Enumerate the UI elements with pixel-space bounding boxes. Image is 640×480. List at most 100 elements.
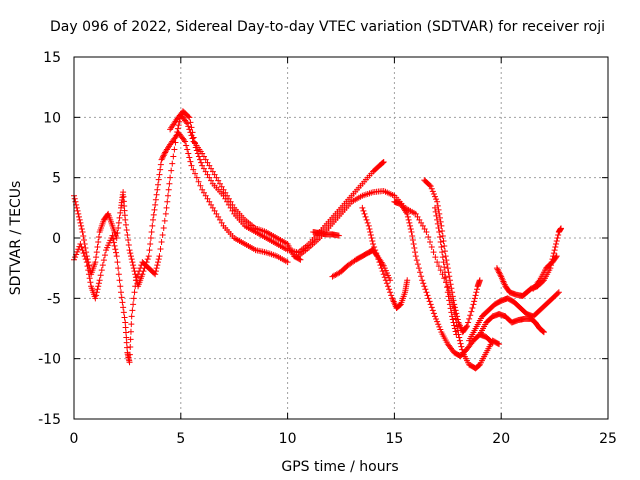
series-track-i [421,177,483,336]
data-point [440,259,447,266]
data-point [496,341,503,348]
data-point [456,334,463,341]
data-point [182,138,189,145]
data-point [147,241,154,248]
data-point [156,171,163,178]
data-point [130,265,137,272]
data-point [554,235,561,241]
data-point [115,219,122,226]
y-tick-label: -10 [38,352,61,368]
y-axis-label: SDTVAR / TECUs [8,181,24,296]
series-track-j [431,204,460,338]
data-point [93,292,100,299]
data-point [417,269,424,276]
data-point [130,262,137,269]
data-point [453,331,460,338]
data-point [428,244,435,251]
data-point [93,254,100,261]
data-point [159,231,166,238]
data-point [297,256,304,263]
x-tick-label: 15 [385,431,403,447]
data-point [551,247,558,254]
data-point [149,222,156,229]
data-point [153,265,160,272]
data-point [445,293,452,300]
data-point [415,265,422,272]
data-point [208,165,215,172]
data-point [387,277,394,284]
data-point [161,217,168,224]
data-point [113,235,120,241]
data-point [126,351,133,358]
data-point [78,222,85,229]
data-point [81,241,88,248]
data-point [129,307,136,314]
data-point [441,243,448,250]
data-point [439,254,446,261]
data-point [168,167,175,174]
data-point [112,246,119,253]
data-point [198,159,205,166]
data-point [441,264,448,271]
data-point [414,261,421,268]
data-point [200,189,207,196]
data-point [493,265,500,272]
data-point [224,198,231,205]
data-point [199,162,206,169]
data-point [335,232,342,239]
data-point [452,328,459,335]
data-point [412,249,419,256]
data-point [227,204,234,211]
data-point [387,289,394,296]
data-point [222,195,229,202]
data-point [93,249,100,256]
data-point [122,319,129,326]
data-point [225,201,232,208]
data-point [539,327,546,334]
data-point [153,191,160,198]
data-point [367,231,374,238]
data-point [431,193,438,200]
series-track-l [476,311,547,338]
data-point [98,267,105,274]
data-point [428,304,435,311]
data-point [429,307,436,314]
data-point [125,237,132,244]
data-point [457,340,464,347]
y-tick-label: 10 [43,110,61,126]
series-track-d [295,187,503,372]
data-point [114,229,121,236]
data-point [188,124,195,131]
data-point [155,176,162,183]
data-point [420,280,427,287]
data-point [100,257,107,264]
data-point [117,283,124,290]
data-point [469,304,476,311]
data-point [175,122,182,129]
series-track-b [71,130,291,290]
data-point [110,239,117,246]
x-tick-label: 10 [279,431,297,447]
data-point [436,323,443,330]
data-point [95,280,102,287]
data-point [363,216,370,223]
data-point [115,271,122,278]
data-point [553,238,560,245]
series-track-h [391,198,496,360]
data-point [130,301,137,308]
data-point [465,319,472,326]
data-point [208,201,215,208]
data-point [154,186,161,193]
data-point [433,196,440,203]
data-point [206,162,213,169]
data-point [362,213,369,220]
data-point [364,219,371,226]
data-point [128,321,135,328]
data-point [444,284,451,291]
data-point [122,221,129,228]
data-point [437,267,444,274]
data-point [162,210,169,217]
data-point [144,256,151,263]
y-tick-label: 15 [43,50,61,66]
data-point [152,271,159,278]
